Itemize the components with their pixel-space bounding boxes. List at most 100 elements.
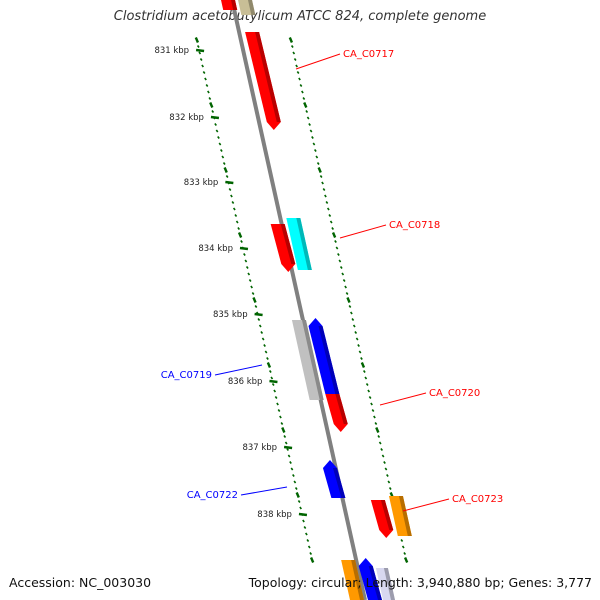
tick-label: 838 kbp <box>257 510 292 520</box>
minor-tick <box>339 266 343 269</box>
gene-feature <box>341 560 365 600</box>
minor-tick <box>401 545 405 549</box>
minor-tick <box>313 149 317 152</box>
major-tick <box>295 492 300 498</box>
gene-feature-ca-c0718 <box>270 224 296 272</box>
tick-mark <box>269 379 278 384</box>
tick-label: 834 kbp <box>198 244 233 254</box>
minor-tick <box>202 71 206 74</box>
minor-tick <box>260 331 264 334</box>
minor-tick <box>261 337 265 341</box>
gene-label[interactable]: CA_C0723 <box>452 494 503 505</box>
minor-tick <box>221 155 225 159</box>
leader-line <box>214 364 263 376</box>
minor-tick <box>235 220 239 224</box>
gene-labels: CA_C0717 CA_C0718 CA_C0719 CA_C0720 CA_C0722… <box>161 49 503 512</box>
minor-tick <box>388 487 392 490</box>
minor-tick <box>244 259 248 263</box>
minor-tick <box>304 532 308 536</box>
minor-tick <box>403 552 407 555</box>
gene-label[interactable]: CA_C0717 <box>343 49 394 60</box>
minor-tick <box>400 539 404 542</box>
feature-shade <box>230 0 238 10</box>
minor-tick <box>234 214 238 217</box>
minor-tick <box>352 324 356 328</box>
minor-tick <box>365 383 369 386</box>
major-tick <box>288 37 294 43</box>
gene-label[interactable]: CA_C0722 <box>187 490 238 501</box>
feature-body <box>245 32 281 130</box>
minor-tick <box>334 240 337 243</box>
minor-tick <box>268 370 272 373</box>
tick-mark <box>239 246 249 251</box>
major-tick <box>375 427 380 433</box>
gene-label[interactable]: CA_C0719 <box>161 370 212 381</box>
major-tick <box>403 557 409 563</box>
minor-tick <box>307 545 311 549</box>
leader-line <box>295 53 341 70</box>
minor-tick <box>299 84 303 87</box>
feature-shade <box>301 320 324 400</box>
minor-tick <box>198 51 202 55</box>
minor-tick <box>319 175 323 178</box>
gene-feature <box>388 496 412 536</box>
minor-tick <box>277 409 281 412</box>
minor-tick <box>308 123 311 126</box>
minor-tick <box>311 136 314 139</box>
minor-tick <box>271 383 275 386</box>
minor-tick <box>328 214 332 217</box>
minor-tick <box>280 422 284 425</box>
gene-feature-ca-c0719 <box>308 318 340 394</box>
major-tick <box>303 102 308 108</box>
minor-tick <box>326 207 330 211</box>
minor-tick <box>290 45 294 48</box>
feature-shade <box>380 500 394 530</box>
tick-track <box>194 37 409 563</box>
minor-tick <box>284 441 288 445</box>
minor-tick <box>384 467 388 471</box>
minor-tick <box>292 51 296 55</box>
minor-tick <box>331 227 335 230</box>
minor-tick <box>245 266 249 269</box>
minor-tick <box>204 77 207 81</box>
minor-tick <box>293 58 297 61</box>
minor-tick <box>383 461 386 464</box>
minor-tick <box>371 409 375 412</box>
gene-label[interactable]: CA_C0720 <box>429 388 480 399</box>
minor-tick <box>387 480 391 484</box>
minor-tick <box>367 389 371 393</box>
minor-tick <box>215 129 219 133</box>
major-tick <box>223 167 228 173</box>
minor-tick <box>312 142 316 146</box>
minor-tick <box>355 337 359 341</box>
leader-line <box>402 498 450 512</box>
gene-feature <box>358 558 382 600</box>
minor-tick <box>247 272 251 276</box>
minor-tick <box>218 142 222 146</box>
minor-tick <box>214 123 217 126</box>
tick-label: 832 kbp <box>169 113 204 123</box>
feature-shade <box>383 568 395 600</box>
tick-mark <box>298 512 308 517</box>
gene-label[interactable]: CA_C0718 <box>389 220 440 231</box>
tick-labels: 831 kbp 832 kbp 833 kbp 834 kbp 835 kbp 836 k… <box>154 46 308 520</box>
major-tick <box>194 37 200 43</box>
major-tick <box>266 362 272 368</box>
minor-tick <box>354 331 358 334</box>
minor-tick <box>358 350 362 354</box>
minor-tick <box>266 357 269 360</box>
minor-tick <box>232 207 236 211</box>
minor-tick <box>240 240 243 243</box>
feature-shade <box>247 0 256 15</box>
minor-tick <box>207 90 210 94</box>
minor-tick <box>274 396 278 399</box>
minor-tick <box>243 253 246 256</box>
minor-tick <box>199 58 203 61</box>
minor-tick <box>321 181 324 185</box>
genome-backbone <box>230 0 367 600</box>
minor-tick <box>279 415 282 419</box>
minor-tick <box>301 90 304 94</box>
tick-mark <box>225 180 234 185</box>
tick-label: 835 kbp <box>213 310 248 320</box>
